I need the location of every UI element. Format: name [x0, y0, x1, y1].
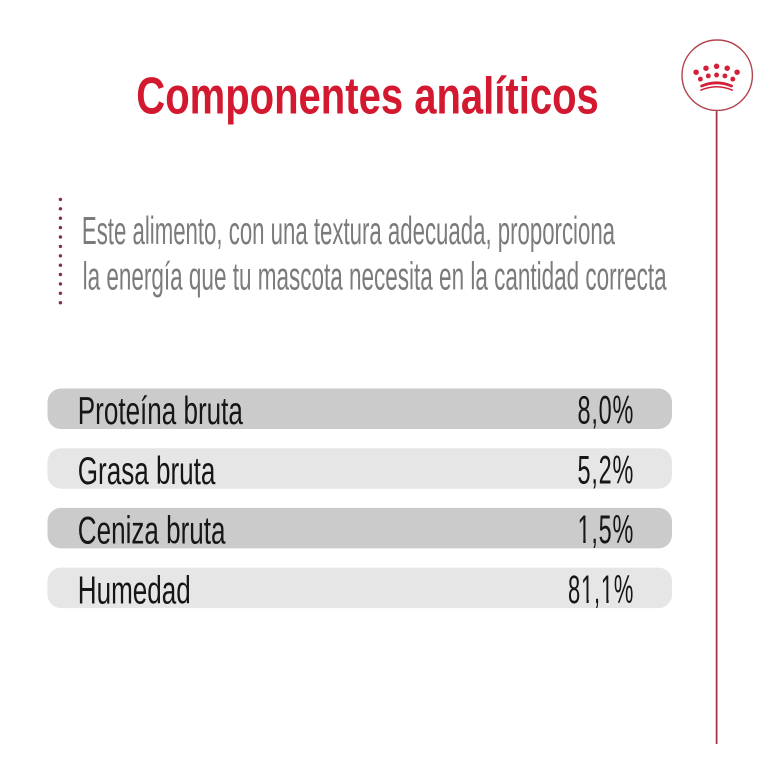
svg-text:Proteína bruta: Proteína bruta	[78, 390, 244, 434]
svg-text:5,2%: 5,2%	[577, 447, 634, 492]
svg-text:81,1%: 81,1%	[568, 567, 634, 612]
svg-text:8,0%: 8,0%	[577, 387, 634, 432]
svg-text:la energía que tu mascota nece: la energía que tu mascota necesita en la…	[83, 254, 667, 298]
svg-text:Este alimento, con una textura: Este alimento, con una textura adecuada,…	[82, 208, 615, 252]
svg-text:Humedad: Humedad	[78, 569, 191, 613]
svg-text:Ceniza bruta: Ceniza bruta	[78, 509, 226, 553]
svg-text:1,5%: 1,5%	[577, 507, 634, 552]
svg-text:Componentes analíticos: Componentes analíticos	[136, 66, 598, 124]
svg-text:Grasa bruta: Grasa bruta	[78, 450, 216, 494]
